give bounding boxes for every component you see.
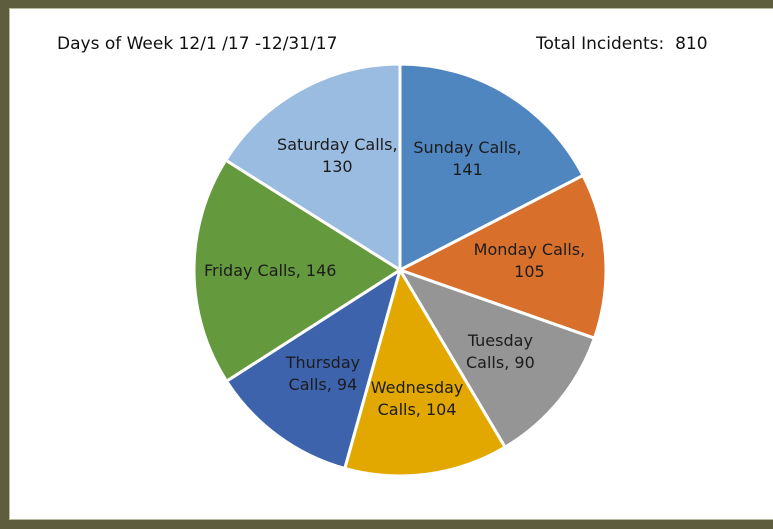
pie-slice [225,268,402,470]
total-label: Total Incidents: [536,34,665,54]
total-annotation: Total Incidents: 810 [536,34,708,54]
pie-slice [224,62,402,272]
data-label: Friday Calls, 146 [203,260,337,280]
pie-slice [398,268,596,449]
data-label: Thursday Calls, 94 [285,353,361,395]
inner-border [9,8,773,520]
data-label: Sunday Calls, 141 [413,138,522,180]
total-value: 810 [675,34,708,54]
pie-slice [398,62,585,272]
pie-slice [192,158,402,383]
pie-slice [343,268,507,478]
data-label: Wednesday Calls, 104 [370,377,464,419]
data-label: Monday Calls, 105 [473,239,586,281]
chart-title: Days of Week 12/1 /17 -12/31/17 [57,34,338,54]
data-label: Saturday Calls, 130 [277,135,398,177]
pie-slice [398,173,608,340]
data-label: Tuesday Calls, 90 [466,331,535,373]
